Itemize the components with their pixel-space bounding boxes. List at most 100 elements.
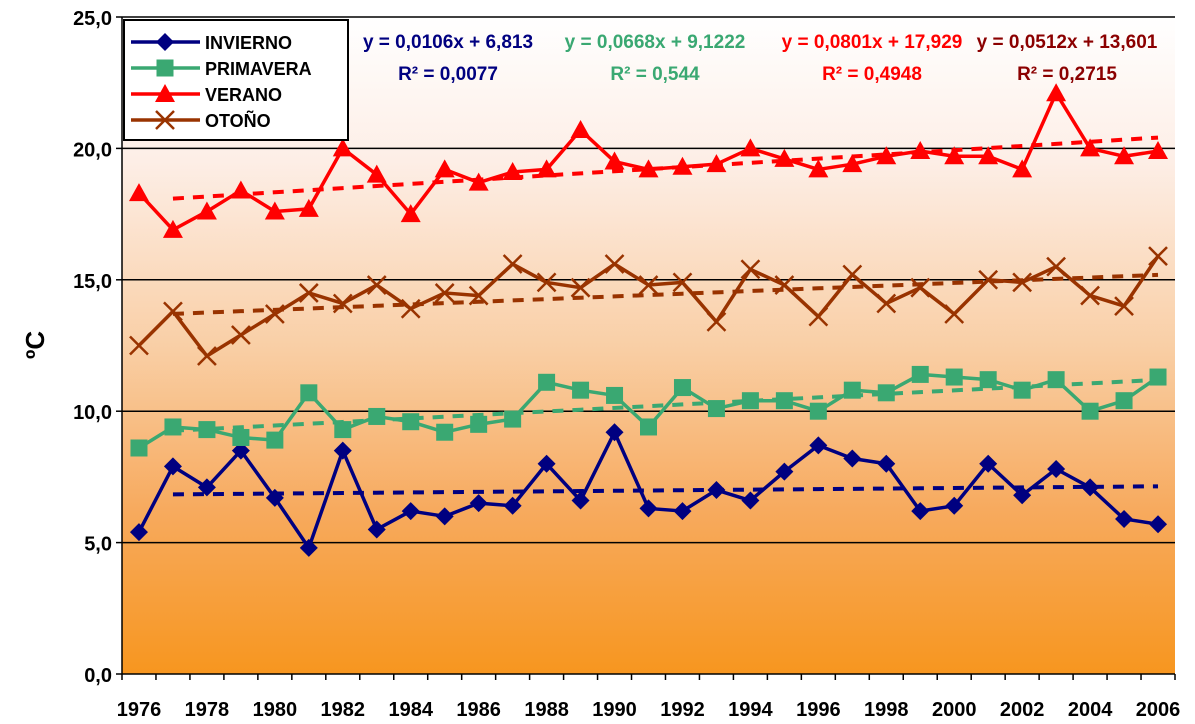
point-invierno [707, 481, 726, 500]
trend-r2-verano: R² = 0,4948 [822, 64, 922, 85]
point-verano [298, 198, 319, 217]
marker-stroke [298, 283, 319, 303]
legend-label-invierno: INVIERNO [205, 33, 292, 53]
x-tick-label: 1998 [864, 699, 909, 721]
point-invierno [401, 502, 420, 521]
point-invierno [129, 523, 148, 542]
marker-stroke [740, 259, 761, 280]
point-otoo [672, 272, 693, 293]
point-invierno [1115, 509, 1134, 528]
point-otoo [774, 275, 795, 295]
trendline-verano [172, 135, 1159, 201]
x-tick-label: 1994 [728, 699, 773, 721]
point-verano [1046, 83, 1067, 102]
legend-marker-invierno [156, 33, 174, 51]
x-tick-labels: 1976 1978 1980 1982 1984 1986 1988 1990 1992 1994… [117, 699, 1181, 721]
point-invierno [163, 457, 182, 476]
marker-stroke [706, 311, 727, 332]
point-invierno [843, 449, 862, 468]
y-tick-label: 20,0 [73, 139, 112, 161]
legend-marker-otoo [155, 110, 175, 130]
y-axis-label: ºC [20, 331, 50, 359]
point-otoo [706, 311, 727, 332]
point-primavera [198, 421, 216, 439]
point-verano [162, 219, 183, 238]
trend-r2-otoo: R² = 0,2715 [1017, 64, 1117, 85]
marker-stroke [264, 304, 285, 324]
series-markers [128, 83, 1169, 557]
point-otoo [400, 298, 421, 319]
point-invierno [469, 494, 488, 513]
x-tick-label: 2000 [932, 699, 977, 721]
point-invierno [333, 441, 352, 460]
point-invierno [1013, 486, 1032, 505]
point-primavera [1013, 381, 1031, 399]
point-verano [400, 204, 421, 223]
marker-stroke [978, 269, 999, 290]
legend-marker-verano [155, 84, 175, 102]
point-otoo [876, 293, 897, 314]
marker-stroke [1148, 246, 1168, 267]
point-primavera [606, 386, 624, 404]
point-verano [638, 159, 659, 178]
marker-stroke [876, 293, 897, 314]
point-verano [570, 120, 591, 139]
point-primavera [572, 381, 590, 399]
point-invierno [197, 478, 216, 497]
x-tick-label: 1988 [524, 699, 569, 721]
marker-stroke [502, 254, 523, 274]
y-tick-label: 15,0 [73, 271, 112, 293]
marker-stroke [536, 272, 557, 293]
point-invierno [1047, 460, 1066, 479]
point-verano [842, 154, 863, 173]
point-otoo [1012, 272, 1033, 293]
x-tick-label: 1990 [592, 699, 637, 721]
marker-stroke [570, 277, 591, 298]
point-otoo [129, 335, 149, 356]
trend-equation-otoo: y = 0,0512x + 13,601 [977, 32, 1158, 53]
trend-equation-invierno: y = 0,0106x + 6,813 [363, 32, 533, 53]
legend-marker-primavera [156, 59, 174, 77]
point-invierno [639, 499, 658, 518]
marker-stroke [332, 293, 353, 314]
marker-stroke [366, 275, 387, 295]
point-otoo [264, 304, 285, 324]
point-primavera [775, 392, 793, 410]
marker-stroke [1012, 272, 1033, 293]
point-otoo [434, 283, 455, 303]
marker-stroke [129, 335, 149, 356]
y-tick-label: 5,0 [84, 534, 112, 556]
marker-stroke [1046, 256, 1066, 277]
marker-stroke [944, 304, 965, 324]
point-invierno [741, 491, 760, 510]
point-otoo [1080, 285, 1100, 306]
point-otoo [536, 272, 557, 293]
point-otoo [366, 275, 387, 295]
x-tick-label: 1976 [117, 699, 162, 721]
point-verano [944, 146, 965, 165]
trend-r2-invierno: R² = 0,0077 [398, 64, 498, 85]
point-otoo [944, 304, 965, 324]
point-invierno [673, 502, 692, 521]
axes [116, 16, 1176, 680]
point-invierno [911, 502, 930, 521]
point-primavera [470, 415, 488, 433]
point-verano [808, 159, 829, 178]
marker-stroke [672, 272, 693, 293]
point-primavera [707, 400, 725, 418]
trend-annotations: y = 0,0106x + 6,813 R² = 0,0077 y = 0,0668… [363, 32, 1158, 85]
point-otoo [332, 293, 353, 314]
marker-stroke [842, 264, 863, 285]
point-primavera [1047, 371, 1065, 389]
point-verano [468, 172, 489, 191]
point-verano [230, 180, 251, 199]
point-primavera [640, 418, 657, 436]
point-invierno [265, 488, 284, 507]
point-invierno [299, 538, 318, 557]
point-verano [434, 159, 455, 178]
point-otoo [1046, 256, 1066, 277]
point-invierno [877, 454, 896, 473]
point-otoo [842, 264, 863, 285]
marker-stroke [163, 301, 183, 322]
